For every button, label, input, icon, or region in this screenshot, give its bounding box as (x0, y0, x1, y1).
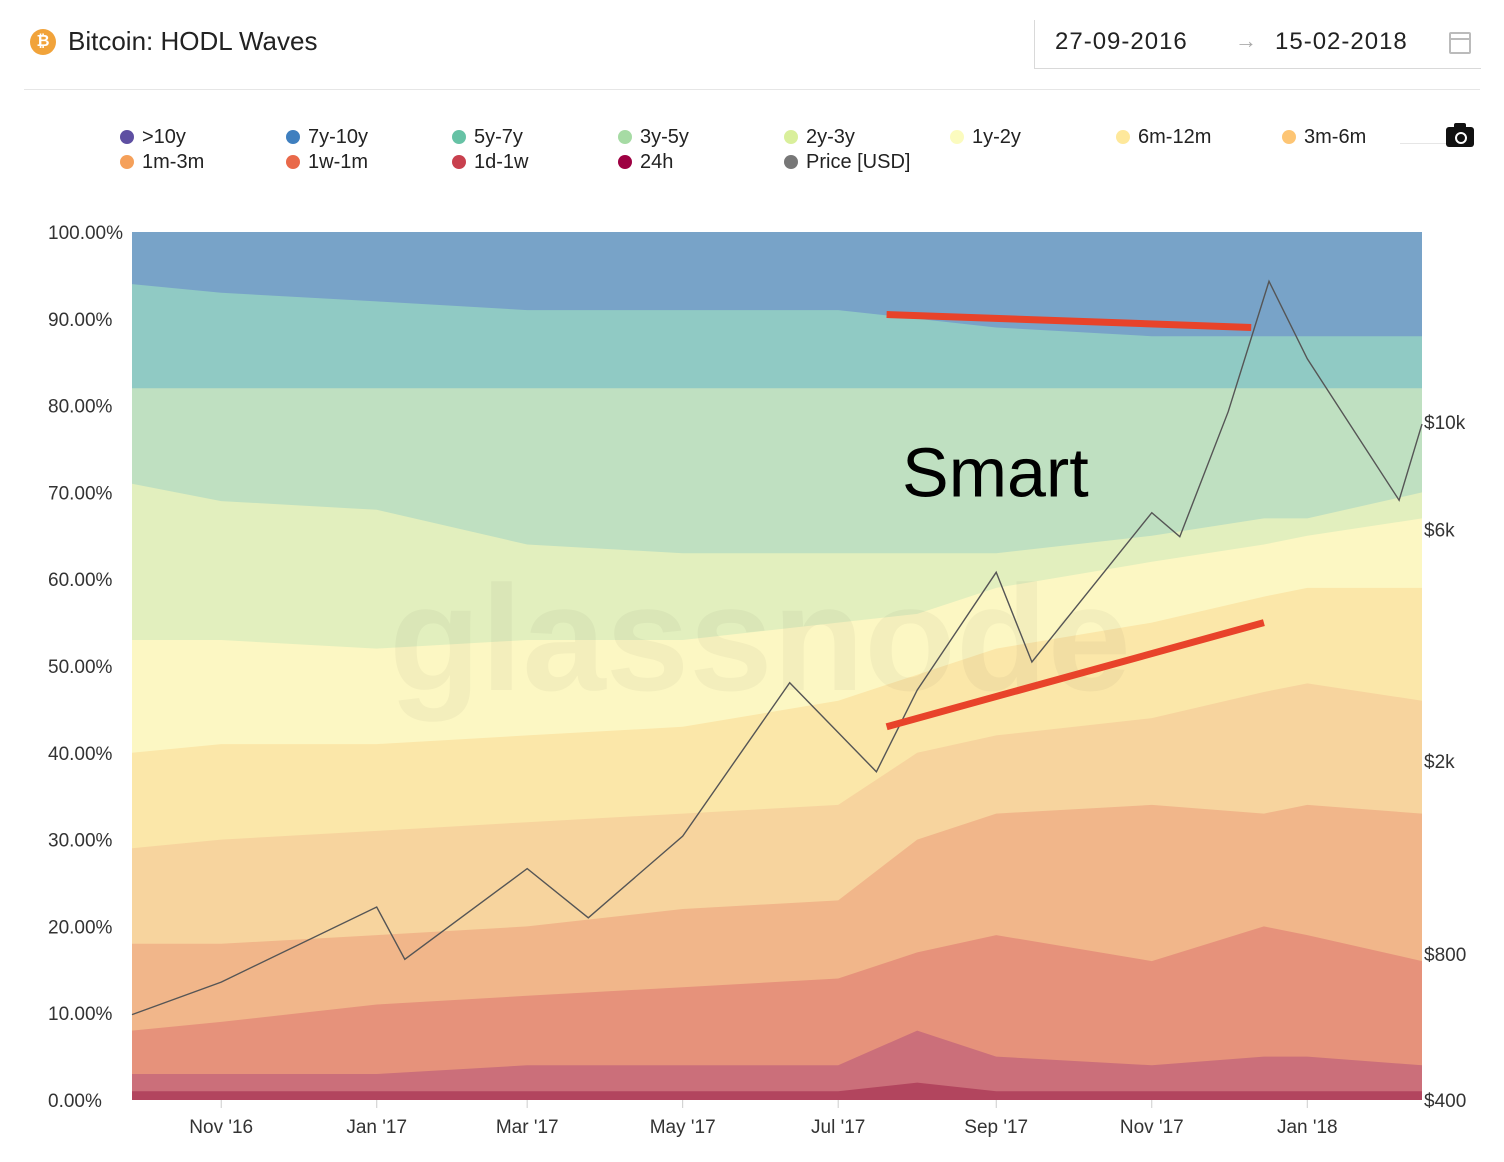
trendline (886, 311, 1252, 331)
x-tick-label: Jan '17 (346, 1117, 407, 1138)
legend-item[interactable]: 1m-3m (120, 151, 204, 174)
legend-dot (286, 130, 300, 144)
legend-dot (950, 130, 964, 144)
page-title: Bitcoin: HODL Waves (68, 26, 318, 56)
y-axis-left: 0.00% 10.00% 20.00% 30.00% 40.00% 50.00% 60.00… (48, 223, 123, 1112)
y-tick-label: 30.00% (48, 831, 113, 852)
area-layers (132, 232, 1422, 1101)
legend-dot (120, 155, 134, 169)
chart-header: ₿ Bitcoin: HODL Waves 27-09-2016 → 15-02… (0, 0, 1504, 90)
y-right-tick-label: $800 (1424, 945, 1466, 966)
x-tick-label: Jul '17 (811, 1117, 865, 1138)
legend-dot (784, 155, 798, 169)
watermark: glassnode (389, 554, 1131, 722)
area-band (132, 1082, 1422, 1100)
legend-item[interactable]: 3m-6m (1282, 126, 1366, 149)
x-tick-label: May '17 (650, 1117, 716, 1138)
date-range-picker[interactable]: 27-09-2016 → 15-02-2018 (1034, 20, 1481, 69)
arrow-right-icon: → (1235, 28, 1257, 53)
legend-dot (452, 155, 466, 169)
legend-item[interactable]: 3y-5y (618, 126, 689, 149)
legend-item[interactable]: 1w-1m (286, 151, 368, 174)
y-tick-label: 20.00% (48, 917, 113, 938)
legend-label: >10y (142, 126, 186, 148)
legend-dot (784, 130, 798, 144)
annotation-label: Smart (902, 434, 1089, 512)
legend-dot (120, 130, 134, 144)
y-tick-label: 80.00% (48, 397, 113, 418)
legend-label: 7y-10y (308, 126, 369, 148)
calendar-icon[interactable] (1449, 32, 1471, 54)
camera-icon[interactable] (1446, 123, 1474, 147)
legend-label: Price [USD] (806, 151, 911, 173)
y-tick-label: 60.00% (48, 570, 113, 591)
legend-label: 1m-3m (142, 151, 205, 173)
legend-item[interactable]: 1y-2y (950, 126, 1021, 149)
y-right-tick-label: $400 (1424, 1091, 1466, 1112)
legend-divider (1400, 143, 1450, 144)
legend-label: 5y-7y (474, 126, 523, 148)
legend-dot (1116, 130, 1130, 144)
y-tick-label: 50.00% (48, 657, 113, 678)
y-right-tick-label: $10k (1424, 413, 1466, 434)
y-right-tick-label: $6k (1424, 521, 1455, 542)
legend-item[interactable]: 1d-1w (452, 151, 528, 174)
legend-dot (1282, 130, 1296, 144)
legend-dot (286, 155, 300, 169)
y-tick-label: 100.00% (48, 223, 123, 244)
y-axis-right: $400 $800 $2k $6k $10k (1424, 413, 1466, 1112)
x-tick-label: Sep '17 (964, 1117, 1028, 1138)
legend-dot (452, 130, 466, 144)
x-tick-label: Nov '17 (1120, 1117, 1184, 1138)
y-tick-label: 40.00% (48, 744, 113, 765)
legend-item[interactable]: Price [USD] (784, 151, 910, 174)
x-tick-label: Nov '16 (189, 1117, 253, 1138)
y-tick-label: 70.00% (48, 483, 113, 504)
trendline (885, 619, 1265, 731)
x-axis: Nov '16 Jan '17 Mar '17 May '17 Jul '17 Sep '… (189, 1100, 1338, 1138)
annotations: Smart (885, 311, 1265, 731)
y-tick-label: 0.00% (48, 1091, 102, 1112)
y-tick-label: 10.00% (48, 1004, 113, 1025)
y-right-tick-label: $2k (1424, 752, 1455, 773)
price-line (131, 279, 1423, 1016)
legend-label: 3m-6m (1304, 126, 1367, 148)
header-divider (24, 89, 1480, 90)
legend-label: 1y-2y (972, 126, 1021, 148)
legend-label: 1w-1m (308, 151, 369, 173)
area-band (132, 1030, 1422, 1100)
legend-dot (618, 130, 632, 144)
legend-label: 24h (640, 151, 674, 173)
legend-label: 2y-3y (806, 126, 855, 148)
legend-item[interactable]: >10y (120, 126, 186, 149)
date-to-input[interactable]: 15-02-2018 (1275, 28, 1408, 55)
legend-item[interactable]: 2y-3y (784, 126, 855, 149)
date-from-input[interactable]: 27-09-2016 (1055, 28, 1188, 55)
bitcoin-icon: ₿ (30, 29, 56, 55)
legend-item[interactable]: 5y-7y (452, 126, 523, 149)
legend-label: 1d-1w (474, 151, 529, 173)
area-band (132, 926, 1422, 1100)
legend-item[interactable]: 24h (618, 151, 673, 174)
legend-item[interactable]: 6m-12m (1116, 126, 1211, 149)
legend-item[interactable]: 7y-10y (286, 126, 368, 149)
legend-dot (618, 155, 632, 169)
legend-label: 3y-5y (640, 126, 689, 148)
legend-label: 6m-12m (1138, 126, 1212, 148)
y-tick-label: 90.00% (48, 310, 113, 331)
x-tick-label: Jan '18 (1277, 1117, 1338, 1138)
x-tick-label: Mar '17 (496, 1117, 559, 1138)
